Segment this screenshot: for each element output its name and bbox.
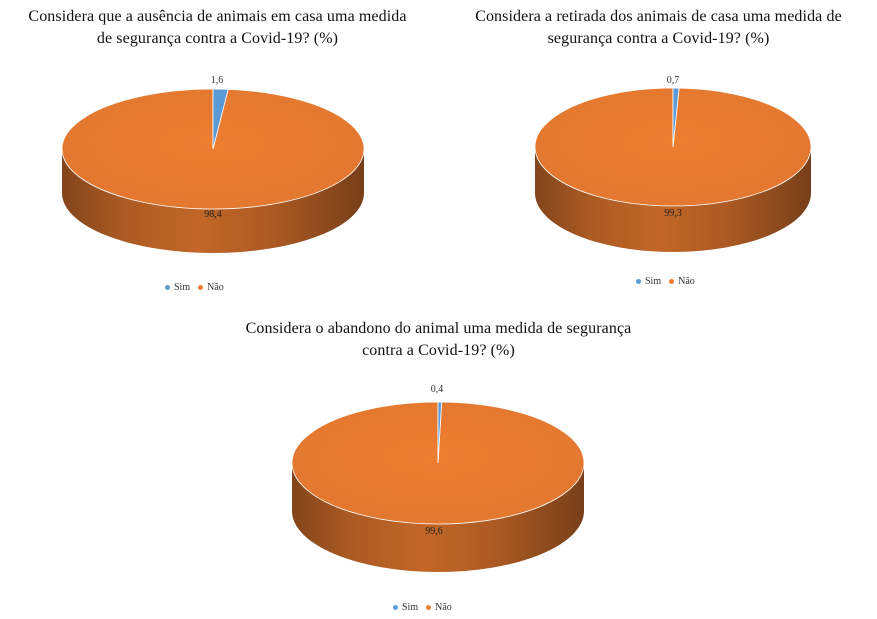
legend-swatch-sim (165, 285, 170, 290)
chart-title-line-1: Considera que a ausência de animais em c… (28, 8, 407, 25)
legend-label-sim: Sim (402, 602, 419, 613)
chart-title-line-2: contra a Covid-19? (%) (362, 342, 515, 359)
data-label-nao: 99,3 (664, 208, 682, 219)
legend-label-nao: Não (207, 282, 224, 293)
legend-swatch-nao (669, 279, 675, 284)
legend-item-nao: Não (426, 602, 452, 613)
legend-label-nao: Não (435, 602, 452, 613)
pie-side-wall (292, 463, 584, 572)
data-label-sim: 0,7 (667, 75, 680, 86)
legend-item-sim: Sim (393, 602, 418, 613)
data-label-sim: 0,4 (431, 384, 444, 395)
chart-legend: Sim Não (636, 276, 695, 287)
pie-slice-sim (672, 87, 680, 148)
data-label-sim: 1,6 (211, 75, 224, 86)
legend-label-sim: Sim (174, 282, 191, 293)
chart-title: Considera o abandono do animal uma medid… (0, 318, 877, 362)
data-label-nao: 98,4 (204, 209, 222, 220)
chart-legend: Sim Não (393, 602, 452, 613)
pie-slice-sim (437, 401, 443, 464)
legend-item-nao: Não (669, 276, 695, 287)
chart-title: Considera a retirada dos animais de casa… (440, 6, 877, 50)
chart-title-line-1: Considera o abandono do animal uma medid… (245, 320, 632, 337)
legend-item-sim: Sim (165, 282, 190, 293)
data-label-nao: 99,6 (425, 526, 443, 537)
legend-swatch-nao (198, 285, 204, 290)
legend-item-sim: Sim (636, 276, 661, 287)
pie-slice-sim (212, 88, 229, 150)
chart-legend: Sim Não (165, 282, 224, 293)
legend-label-nao: Não (678, 276, 695, 287)
chart-title-line-2: segurança contra a Covid-19? (%) (547, 30, 770, 47)
chart-title: Considera que a ausência de animais em c… (0, 6, 435, 50)
legend-item-nao: Não (198, 282, 224, 293)
legend-swatch-nao (426, 605, 432, 610)
pie-side-wall (535, 147, 811, 252)
chart-title-line-2: de segurança contra a Covid-19? (%) (96, 30, 339, 47)
chart-title-line-1: Considera a retirada dos animais de casa… (475, 8, 842, 25)
pie-side-wall (62, 149, 364, 253)
legend-swatch-sim (393, 605, 398, 610)
legend-swatch-sim (636, 279, 641, 284)
legend-label-sim: Sim (645, 276, 662, 287)
